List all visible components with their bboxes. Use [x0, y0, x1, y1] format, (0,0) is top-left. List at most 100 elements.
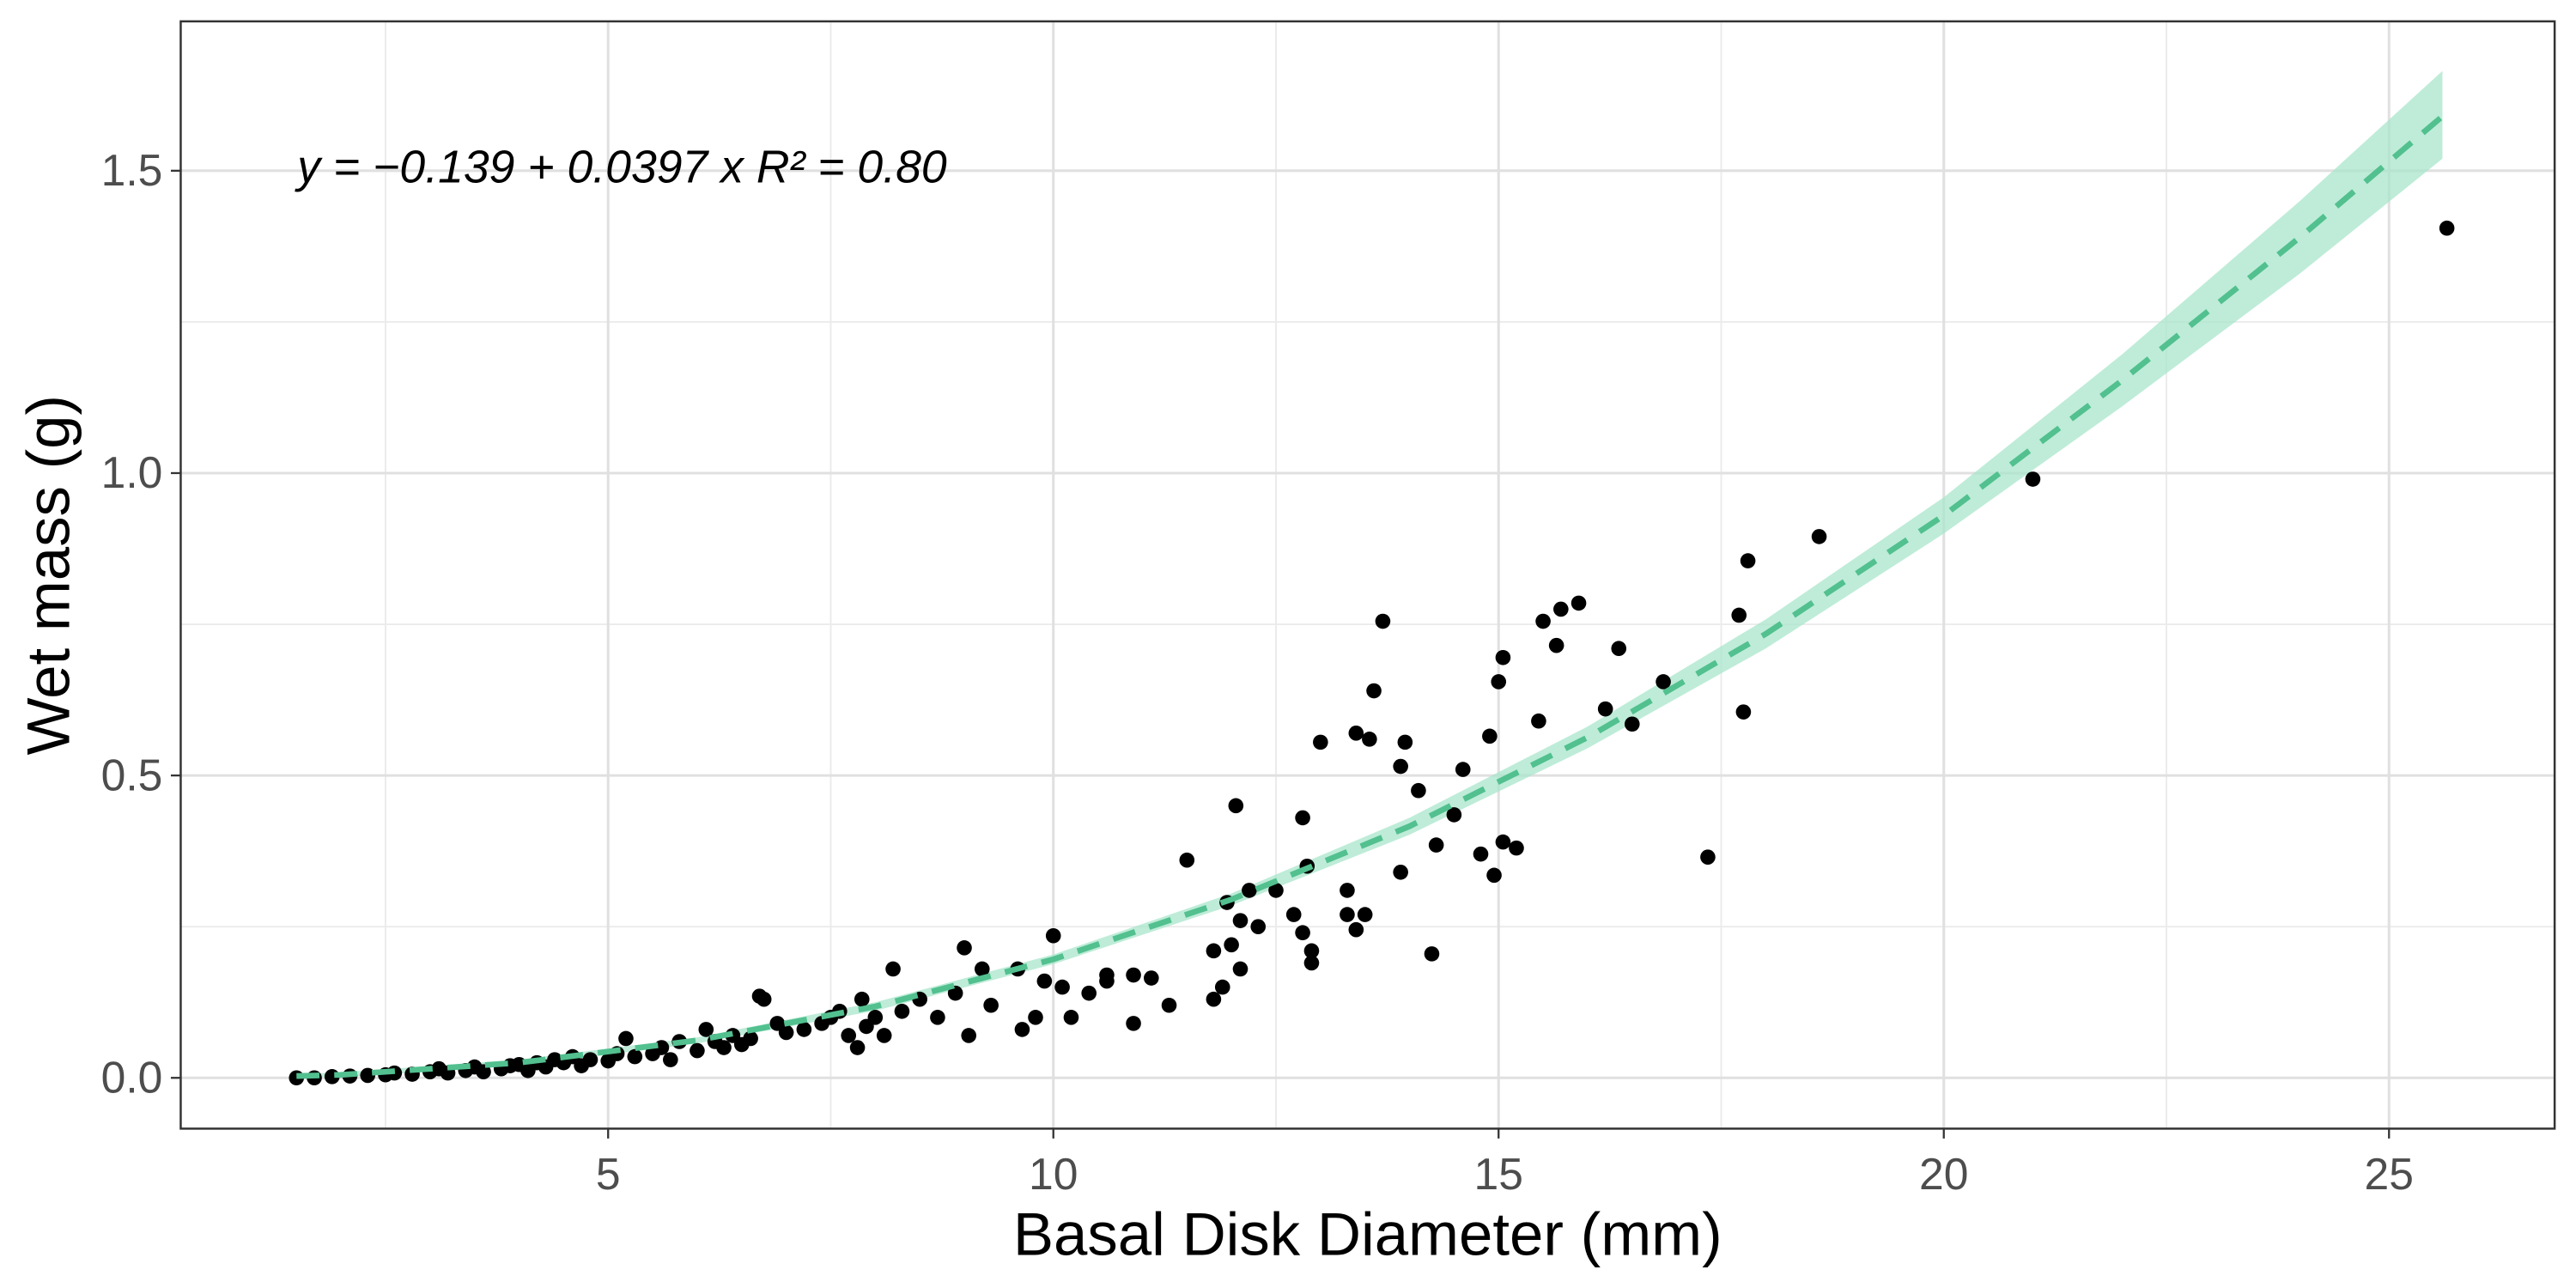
data-point — [1535, 613, 1551, 629]
y-tick-label: 0.0 — [101, 1052, 163, 1102]
data-point — [1126, 967, 1141, 983]
data-point — [663, 1052, 678, 1067]
data-point — [1446, 807, 1462, 823]
data-point — [1531, 713, 1546, 729]
data-point — [1206, 991, 1222, 1007]
data-point — [1611, 641, 1627, 657]
x-tick-label: 10 — [1029, 1149, 1078, 1199]
data-point — [1624, 716, 1640, 732]
data-point — [1143, 970, 1159, 986]
data-point — [1656, 674, 1671, 690]
data-point — [1126, 1016, 1141, 1031]
data-point — [1250, 919, 1267, 934]
data-point — [1313, 734, 1328, 750]
data-point — [360, 1067, 376, 1084]
plot-border — [179, 20, 2556, 1130]
data-point — [1206, 943, 1222, 959]
y-axis-title: Wet mass (g) — [15, 395, 82, 756]
y-tick-label: 1.0 — [101, 447, 163, 497]
data-point — [1232, 961, 1249, 977]
data-point — [849, 1040, 866, 1055]
data-point — [1028, 1010, 1043, 1025]
x-tick-label: 25 — [2365, 1149, 2414, 1199]
data-point — [1700, 849, 1716, 865]
data-point — [1482, 728, 1498, 744]
data-point — [1811, 529, 1827, 544]
data-point — [2439, 220, 2455, 236]
data-point — [1375, 613, 1391, 629]
data-point — [1179, 852, 1195, 868]
data-point — [796, 1022, 812, 1037]
data-point — [1036, 973, 1053, 989]
data-point — [947, 985, 963, 1001]
data-point — [1232, 913, 1249, 928]
data-point — [1397, 734, 1413, 750]
data-point — [1424, 946, 1440, 962]
data-point — [1045, 927, 1061, 944]
data-point — [716, 1040, 732, 1055]
data-point — [743, 1030, 758, 1047]
data-point — [1303, 943, 1320, 959]
x-tick-label: 20 — [1919, 1149, 1968, 1199]
y-tick-label: 1.5 — [101, 145, 163, 195]
data-point — [1740, 553, 1756, 568]
data-point — [1340, 883, 1355, 898]
data-point — [1357, 907, 1373, 922]
data-point — [476, 1064, 491, 1080]
data-point — [1411, 782, 1426, 799]
data-point — [1731, 607, 1747, 623]
data-point — [957, 940, 972, 956]
data-point — [756, 991, 772, 1007]
data-point — [1285, 907, 1302, 922]
data-point — [854, 991, 870, 1007]
data-point — [930, 1010, 945, 1025]
data-point — [885, 961, 901, 977]
data-point — [690, 1042, 705, 1059]
data-point — [627, 1048, 643, 1065]
x-tick-label: 5 — [596, 1149, 621, 1199]
x-axis-title: Basal Disk Diameter (mm) — [1013, 1201, 1722, 1269]
data-point — [1268, 883, 1284, 898]
data-point — [1473, 846, 1489, 862]
data-point — [582, 1052, 598, 1067]
data-point — [1063, 1010, 1079, 1025]
x-tick-label: 15 — [1474, 1149, 1523, 1199]
data-point — [1486, 867, 1502, 884]
data-point — [1571, 595, 1587, 611]
data-point — [1161, 997, 1177, 1013]
data-point — [778, 1024, 794, 1041]
data-point — [867, 1010, 884, 1025]
y-tick-label: 0.5 — [101, 750, 163, 799]
data-point — [618, 1030, 634, 1047]
data-point — [1081, 985, 1097, 1001]
data-point — [1295, 810, 1310, 826]
data-point — [1366, 683, 1382, 699]
data-point — [1548, 637, 1564, 653]
data-point — [1362, 732, 1377, 747]
data-point — [876, 1028, 892, 1043]
data-point — [1014, 1022, 1030, 1037]
data-point — [1509, 840, 1524, 856]
data-point — [1242, 883, 1257, 898]
data-point — [1348, 921, 1364, 938]
data-point — [1214, 979, 1230, 995]
data-point — [961, 1028, 977, 1043]
data-point — [1495, 834, 1511, 850]
data-point — [1735, 704, 1752, 720]
data-point — [2025, 471, 2041, 487]
data-point — [1224, 937, 1239, 953]
data-point — [1099, 967, 1115, 983]
data-point — [1393, 758, 1408, 775]
data-point — [1348, 726, 1364, 741]
data-point — [1428, 837, 1444, 853]
data-point — [974, 961, 990, 977]
data-point — [1393, 864, 1408, 880]
data-point — [1295, 925, 1310, 941]
data-point — [1597, 701, 1613, 717]
data-point — [1455, 762, 1471, 777]
data-point — [983, 997, 999, 1013]
data-point — [1228, 798, 1244, 814]
